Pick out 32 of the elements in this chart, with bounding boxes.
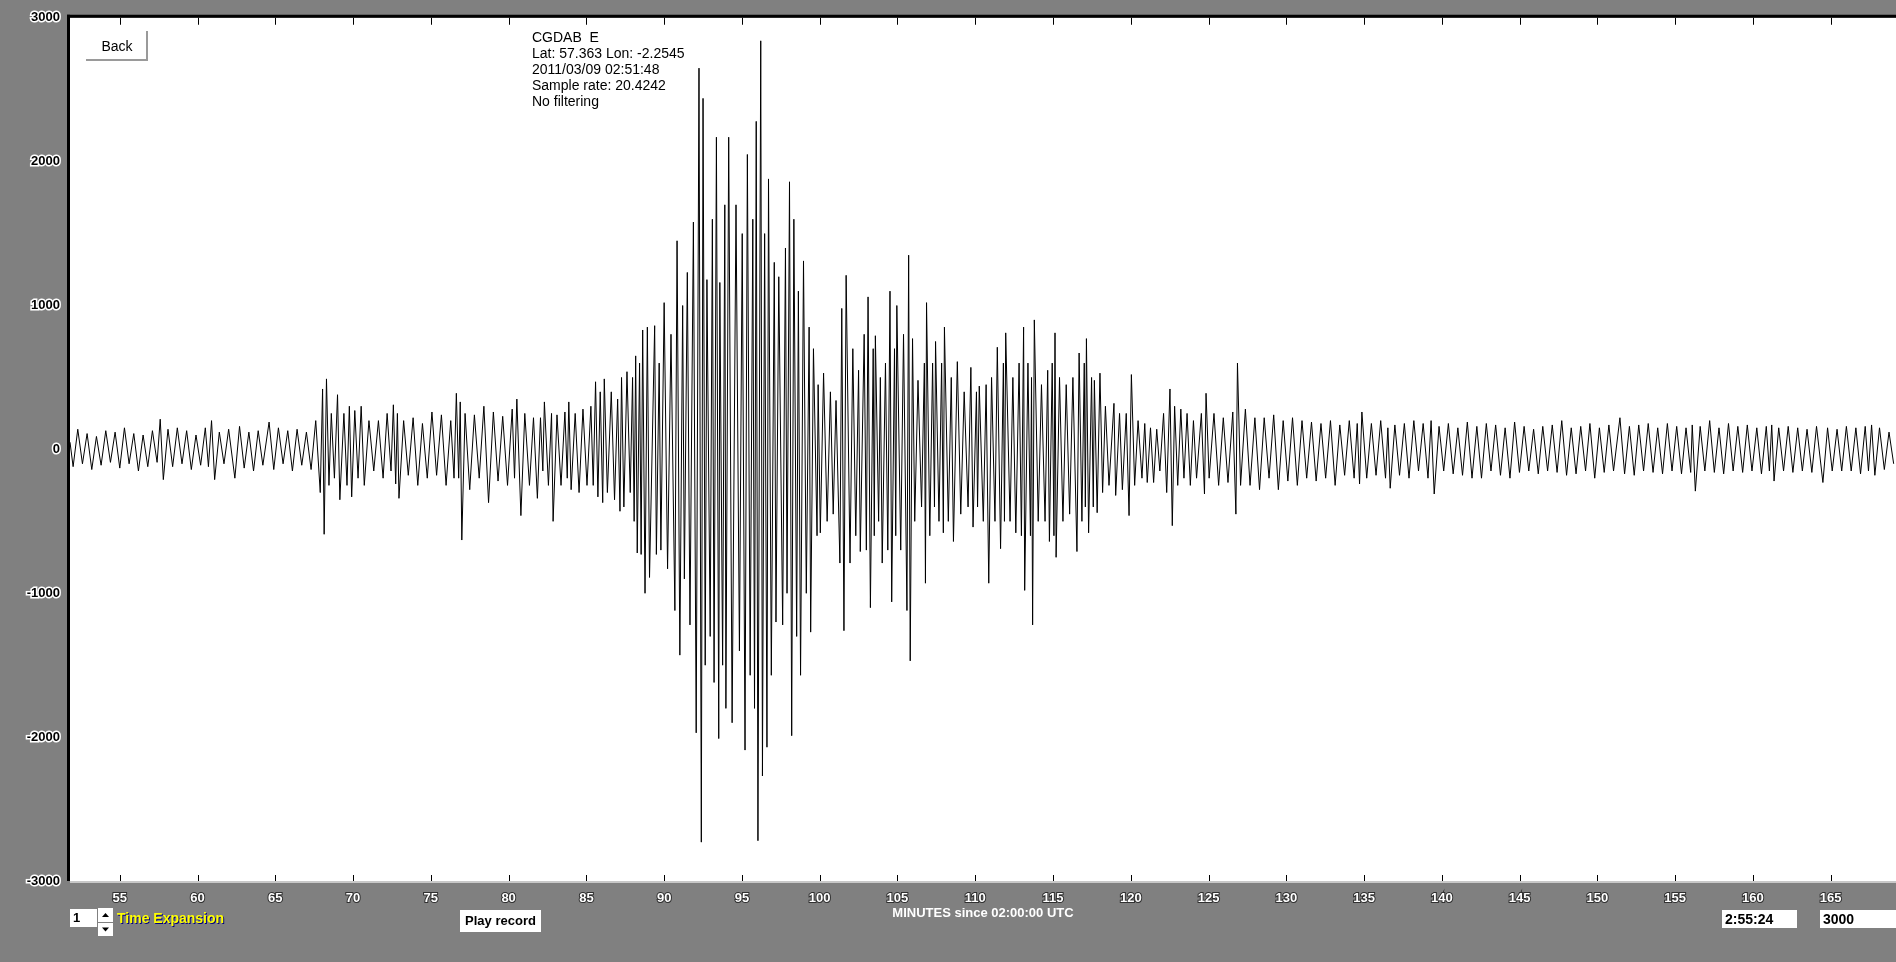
x-tick-label: 120 bbox=[1119, 890, 1142, 906]
x-tick-label: 80 bbox=[501, 890, 516, 906]
annotation: Sample rate: 20.4242 bbox=[532, 77, 666, 93]
y-tick-label: -1000 bbox=[26, 584, 60, 600]
number-field: 3000 bbox=[1820, 910, 1896, 928]
text: Play record bbox=[465, 913, 536, 929]
x-tick-label: 110 bbox=[964, 890, 986, 906]
y-tick-label: 1000 bbox=[31, 297, 60, 313]
x-tick-label: 100 bbox=[808, 890, 831, 906]
spinner-field: 1 bbox=[70, 909, 97, 927]
annotation: Lat: 57.363 Lon: -2.2545 bbox=[532, 45, 685, 61]
x-tick-label: 140 bbox=[1430, 890, 1453, 906]
x-tick-label: 60 bbox=[190, 890, 205, 906]
annotation: No filtering bbox=[532, 93, 599, 109]
x-tick-label: 135 bbox=[1353, 890, 1375, 906]
x-tick-label: 160 bbox=[1742, 890, 1764, 906]
annotation: Back bbox=[101, 38, 133, 54]
x-tick-label: 125 bbox=[1197, 890, 1220, 906]
x-tick-label: 65 bbox=[268, 890, 283, 906]
x-tick-label: 165 bbox=[1819, 890, 1842, 906]
x-tick-label: 55 bbox=[112, 890, 128, 906]
x-tick-label: 145 bbox=[1508, 890, 1531, 906]
annotation: 2011/03/09 02:51:48 bbox=[532, 61, 660, 77]
x-tick-label: 95 bbox=[734, 890, 750, 906]
time-field: 2:55:24 bbox=[1722, 910, 1797, 928]
x-axis-title: MINUTES since 02:00:00 UTC bbox=[892, 904, 1075, 920]
y-tick-label: -3000 bbox=[26, 872, 60, 888]
text: Time Expansion bbox=[117, 910, 225, 926]
annotation: CGDAB E bbox=[532, 29, 599, 45]
x-tick-label: 155 bbox=[1664, 890, 1686, 906]
x-tick-label: 75 bbox=[423, 890, 439, 906]
x-tick-label: 85 bbox=[579, 890, 594, 906]
